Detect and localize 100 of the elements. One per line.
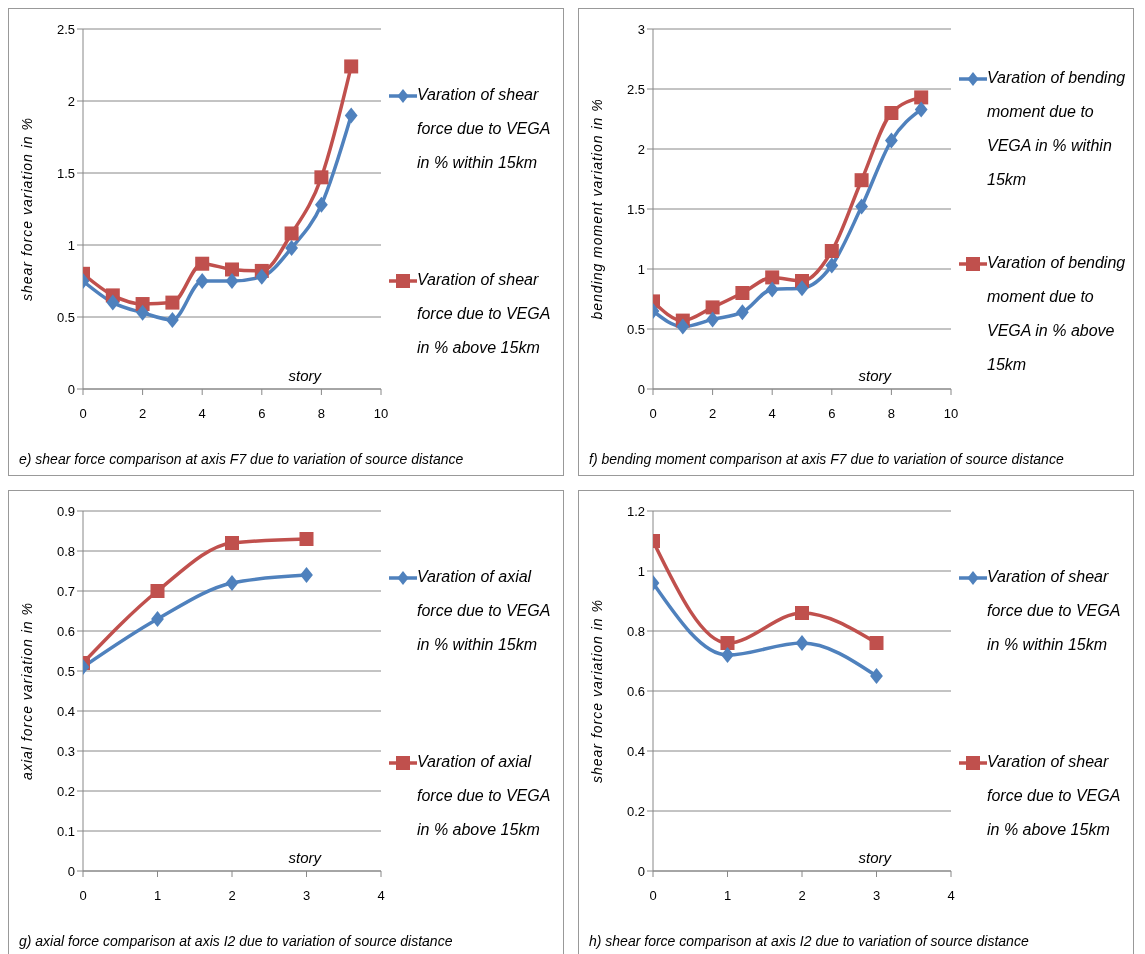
y-tick-label: 0.6 [56, 623, 75, 639]
x-tick-label: 2 [138, 406, 147, 422]
y-tick-label: 3 [637, 21, 645, 37]
x-tick-label: 4 [947, 888, 955, 904]
point [706, 311, 719, 328]
x-tick-label: 4 [377, 888, 385, 904]
point [344, 107, 358, 124]
point [225, 536, 239, 550]
point [825, 257, 839, 274]
y-tick-label: 0.5 [56, 663, 75, 679]
point [285, 239, 298, 256]
y-tick-label: 2 [67, 93, 75, 109]
legend-label: Varation of axial force due to VEGA in % within 15km [417, 566, 551, 655]
point [225, 273, 239, 289]
point [854, 173, 869, 188]
legend-label: Varation of bending moment due to VEGA in % within 15km [987, 67, 1127, 190]
x-tick-label: 6 [828, 406, 836, 422]
point [314, 170, 329, 185]
point [136, 304, 149, 321]
point [676, 318, 690, 335]
y-tick-label: 0.9 [56, 503, 75, 519]
point [255, 268, 269, 285]
point [914, 90, 929, 105]
y-tick-label: 1 [637, 261, 645, 277]
y-tick-label: 1.2 [626, 503, 645, 519]
text: e) shear force comparison at axis F7 due to variation of source distance [19, 451, 464, 467]
point [344, 59, 359, 74]
point [795, 280, 809, 297]
y-tick-label: 2.5 [626, 81, 645, 97]
legend-label: Varation of shear force due to VEGA in % above 15km [417, 269, 551, 358]
point [765, 270, 780, 285]
x-tick-label: 0 [649, 406, 657, 422]
x-tick-label: 2 [708, 406, 717, 422]
point [795, 635, 809, 651]
point [165, 295, 180, 310]
y-tick-label: 0.5 [626, 321, 645, 337]
x-tick-label: 0 [79, 888, 87, 904]
y-tick-label: 0.2 [56, 783, 75, 799]
point [870, 668, 883, 684]
point [885, 132, 898, 149]
x-axis-title: story [288, 849, 323, 866]
x-tick-label: 2 [798, 888, 806, 904]
y-tick-label: 0.6 [626, 683, 645, 699]
point [106, 294, 120, 311]
y-tick-label: 0.3 [56, 743, 75, 759]
x-axis-title: story [858, 849, 893, 866]
point [150, 584, 165, 598]
y-tick-label: 2.5 [56, 21, 75, 37]
legend-label: Varation of bending moment due to VEGA in % above 15km [987, 252, 1127, 375]
y-tick-label: 0.8 [56, 543, 75, 559]
point [315, 196, 328, 213]
point [869, 636, 884, 650]
y-tick-label: 0.4 [626, 743, 645, 759]
y-tick-label: 0 [637, 381, 645, 397]
y-tick-label: 1 [67, 237, 75, 253]
point [721, 647, 734, 663]
y-tick-label: 0 [67, 863, 75, 879]
point [195, 273, 209, 289]
x-tick-label: 2 [228, 888, 236, 904]
y-axis-title: axial force variation in % [18, 602, 35, 780]
y-tick-label: 0.4 [56, 703, 75, 719]
x-tick-label: 4 [198, 406, 206, 422]
point [914, 101, 928, 118]
x-tick-label: 0 [79, 406, 87, 422]
point [225, 262, 239, 277]
y-tick-label: 0 [67, 381, 75, 397]
x-tick-label: 10 [943, 406, 959, 422]
point [705, 300, 720, 315]
y-tick-label: 0.7 [56, 583, 75, 599]
x-axis-title: story [288, 367, 323, 384]
legend-label: Varation of axial force due to VEGA in % above 15km [417, 751, 551, 840]
x-tick-label: 1 [723, 888, 732, 904]
point [151, 611, 164, 627]
point [795, 606, 809, 620]
legend-label: Varation of shear force due to VEGA in % within 15km [987, 566, 1121, 655]
text: f) bending moment comparison at axis F7 due to variation of source distance [589, 451, 1064, 467]
text: g) axial force comparison at axis I2 due to variation of source distance [19, 933, 453, 949]
x-tick-label: 3 [872, 888, 881, 904]
x-tick-label: 10 [373, 406, 389, 422]
x-tick-label: 1 [153, 888, 162, 904]
point [195, 256, 210, 271]
x-axis-title: story [858, 367, 893, 384]
point [720, 636, 735, 650]
legend-label: Varation of shear force due to VEGA in % above 15km [987, 751, 1121, 840]
y-axis-title: shear force variation in % [588, 599, 605, 783]
y-axis-title: bending moment variation in % [588, 98, 605, 320]
y-tick-label: 1.5 [626, 201, 645, 217]
point [284, 226, 299, 241]
y-tick-label: 0 [637, 863, 645, 879]
x-tick-label: 3 [302, 888, 311, 904]
y-tick-label: 0.2 [626, 803, 645, 819]
y-tick-label: 0.8 [626, 623, 645, 639]
x-tick-label: 8 [887, 406, 896, 422]
point [735, 286, 750, 300]
y-axis-title: shear force variation in % [18, 117, 35, 301]
point [884, 106, 899, 120]
y-tick-label: 0.1 [56, 823, 75, 839]
point [824, 244, 839, 258]
legend-label: Varation of shear force due to VEGA in % within 15km [417, 84, 551, 173]
point [225, 575, 239, 591]
